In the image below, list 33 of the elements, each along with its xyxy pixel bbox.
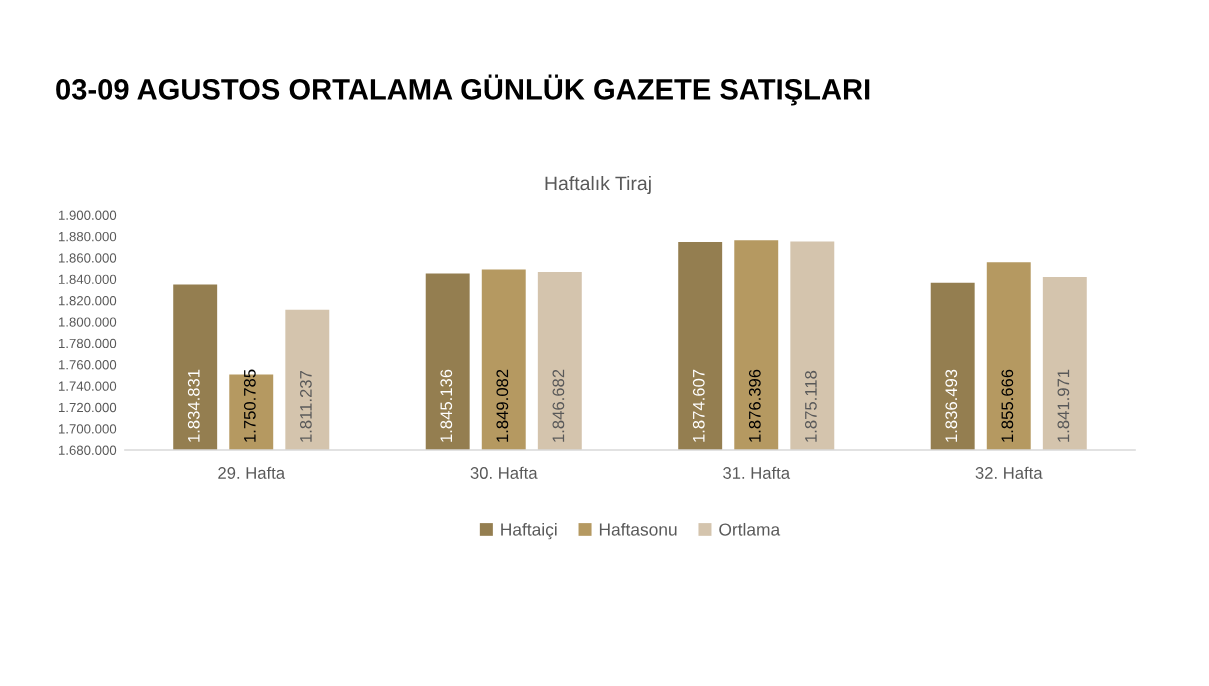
chart-title: 03-09 AGUSTOS ORTALAMA GÜNLÜK GAZETE SATIŞLARI bbox=[56, 74, 870, 106]
data-label: 1.849.082 bbox=[496, 369, 509, 442]
y-tick-label: 1.700.000 bbox=[58, 424, 117, 434]
y-tick-label: 1.820.000 bbox=[58, 296, 117, 306]
legend-label: Haftasonu bbox=[599, 522, 677, 536]
chart-subtitle: Haftalık Tiraj bbox=[545, 175, 651, 195]
data-label: 1.875.118 bbox=[804, 370, 817, 442]
y-tick-label: 1.680.000 bbox=[58, 445, 117, 455]
y-tick-label: 1.880.000 bbox=[58, 231, 117, 242]
data-label: 1.874.607 bbox=[692, 369, 705, 442]
data-label: 1.811.237 bbox=[299, 370, 312, 442]
data-label: 1.855.666 bbox=[1001, 369, 1014, 442]
legend-label: Haftaiçi bbox=[501, 522, 557, 540]
data-label: 1.876.396 bbox=[748, 369, 761, 442]
data-label: 1.750.785 bbox=[243, 369, 256, 442]
data-label: 1.834.831 bbox=[187, 369, 200, 442]
x-tick-label: 32. Hafta bbox=[975, 466, 1043, 479]
data-label: 1.841.971 bbox=[1057, 369, 1070, 442]
y-tick-label: 1.860.000 bbox=[58, 253, 117, 263]
legend-label: Ortlama bbox=[719, 522, 781, 536]
y-tick-label: 1.740.000 bbox=[58, 381, 117, 391]
y-tick-label: 1.840.000 bbox=[58, 274, 117, 284]
x-tick-label: 29. Hafta bbox=[218, 466, 286, 479]
y-tick-label: 1.780.000 bbox=[58, 338, 117, 349]
data-label: 1.836.493 bbox=[945, 369, 958, 442]
data-label: 1.845.136 bbox=[440, 369, 453, 442]
x-tick-label: 30. Hafta bbox=[470, 466, 538, 479]
y-tick-label: 1.720.000 bbox=[58, 402, 117, 413]
x-tick-label: 31. Hafta bbox=[723, 466, 791, 479]
data-label: 1.846.682 bbox=[552, 369, 565, 442]
y-tick-label: 1.900.000 bbox=[58, 210, 117, 220]
y-tick-label: 1.800.000 bbox=[58, 317, 117, 327]
y-tick-label: 1.760.000 bbox=[58, 360, 117, 370]
